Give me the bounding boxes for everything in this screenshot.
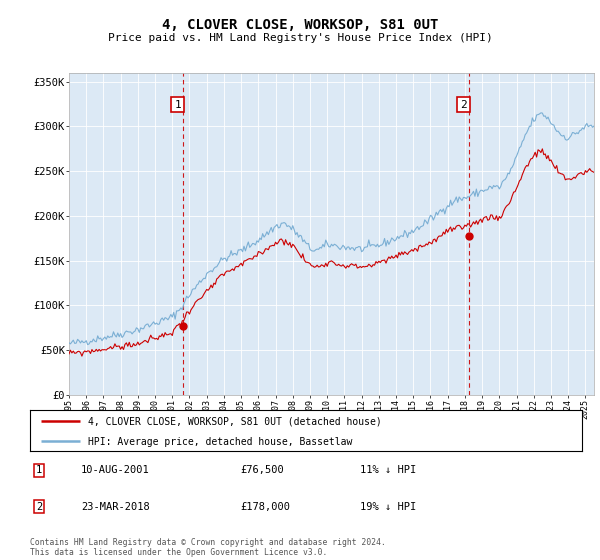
Text: 10-AUG-2001: 10-AUG-2001 bbox=[81, 465, 150, 475]
Text: 19% ↓ HPI: 19% ↓ HPI bbox=[360, 502, 416, 512]
Text: 1: 1 bbox=[174, 100, 181, 110]
Text: 23-MAR-2018: 23-MAR-2018 bbox=[81, 502, 150, 512]
Text: 2: 2 bbox=[36, 502, 42, 512]
Text: 11% ↓ HPI: 11% ↓ HPI bbox=[360, 465, 416, 475]
Text: 4, CLOVER CLOSE, WORKSOP, S81 0UT: 4, CLOVER CLOSE, WORKSOP, S81 0UT bbox=[162, 18, 438, 32]
Text: 1: 1 bbox=[36, 465, 42, 475]
Text: Contains HM Land Registry data © Crown copyright and database right 2024.
This d: Contains HM Land Registry data © Crown c… bbox=[30, 538, 386, 557]
Text: £76,500: £76,500 bbox=[240, 465, 284, 475]
Text: 2: 2 bbox=[460, 100, 467, 110]
Text: £178,000: £178,000 bbox=[240, 502, 290, 512]
Text: HPI: Average price, detached house, Bassetlaw: HPI: Average price, detached house, Bass… bbox=[88, 437, 352, 447]
Text: 4, CLOVER CLOSE, WORKSOP, S81 0UT (detached house): 4, CLOVER CLOSE, WORKSOP, S81 0UT (detac… bbox=[88, 417, 382, 427]
Text: Price paid vs. HM Land Registry's House Price Index (HPI): Price paid vs. HM Land Registry's House … bbox=[107, 33, 493, 43]
